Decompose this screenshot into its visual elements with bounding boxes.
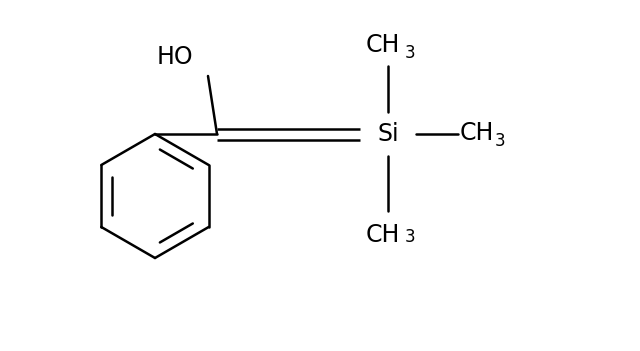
Text: Si: Si bbox=[377, 122, 399, 146]
Text: 3: 3 bbox=[404, 44, 415, 62]
Text: HO: HO bbox=[156, 45, 193, 69]
Text: 3: 3 bbox=[495, 132, 506, 150]
Text: CH: CH bbox=[366, 223, 400, 247]
Text: CH: CH bbox=[366, 33, 400, 57]
Text: CH: CH bbox=[460, 121, 494, 145]
Text: 3: 3 bbox=[404, 228, 415, 246]
